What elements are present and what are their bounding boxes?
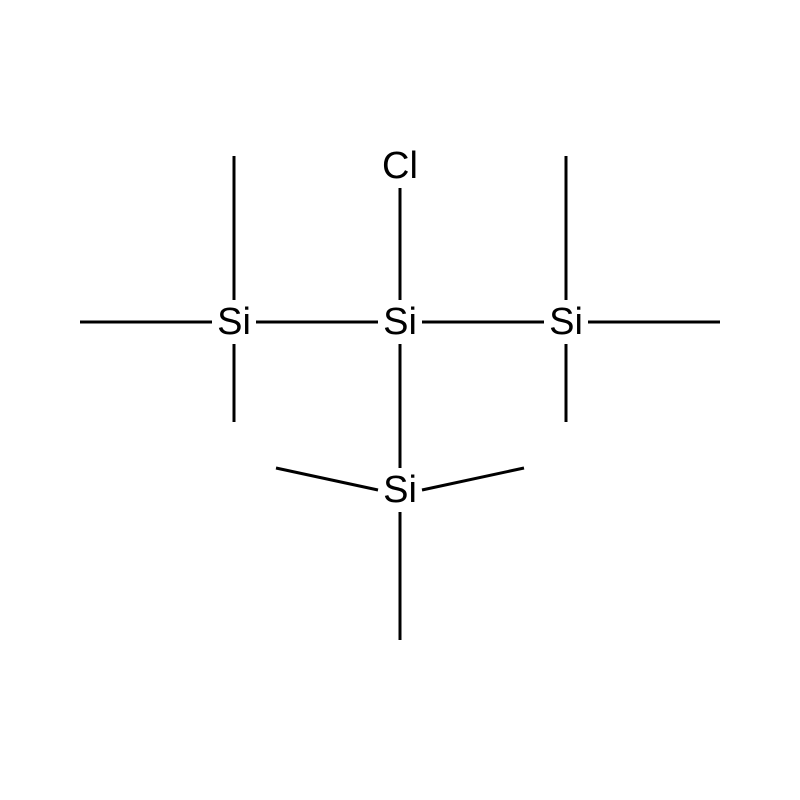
bond-bottom-si-right	[422, 468, 524, 490]
atom-cl: Cl	[378, 145, 422, 187]
atom-si-bottom: Si	[379, 469, 421, 511]
bond-bottom-si-left	[276, 468, 378, 490]
chemical-structure-canvas: Cl Si Si Si Si	[0, 0, 800, 800]
atom-si-right: Si	[545, 301, 587, 343]
atom-si-center: Si	[379, 301, 421, 343]
atom-si-left: Si	[213, 301, 255, 343]
bond-layer	[0, 0, 800, 800]
